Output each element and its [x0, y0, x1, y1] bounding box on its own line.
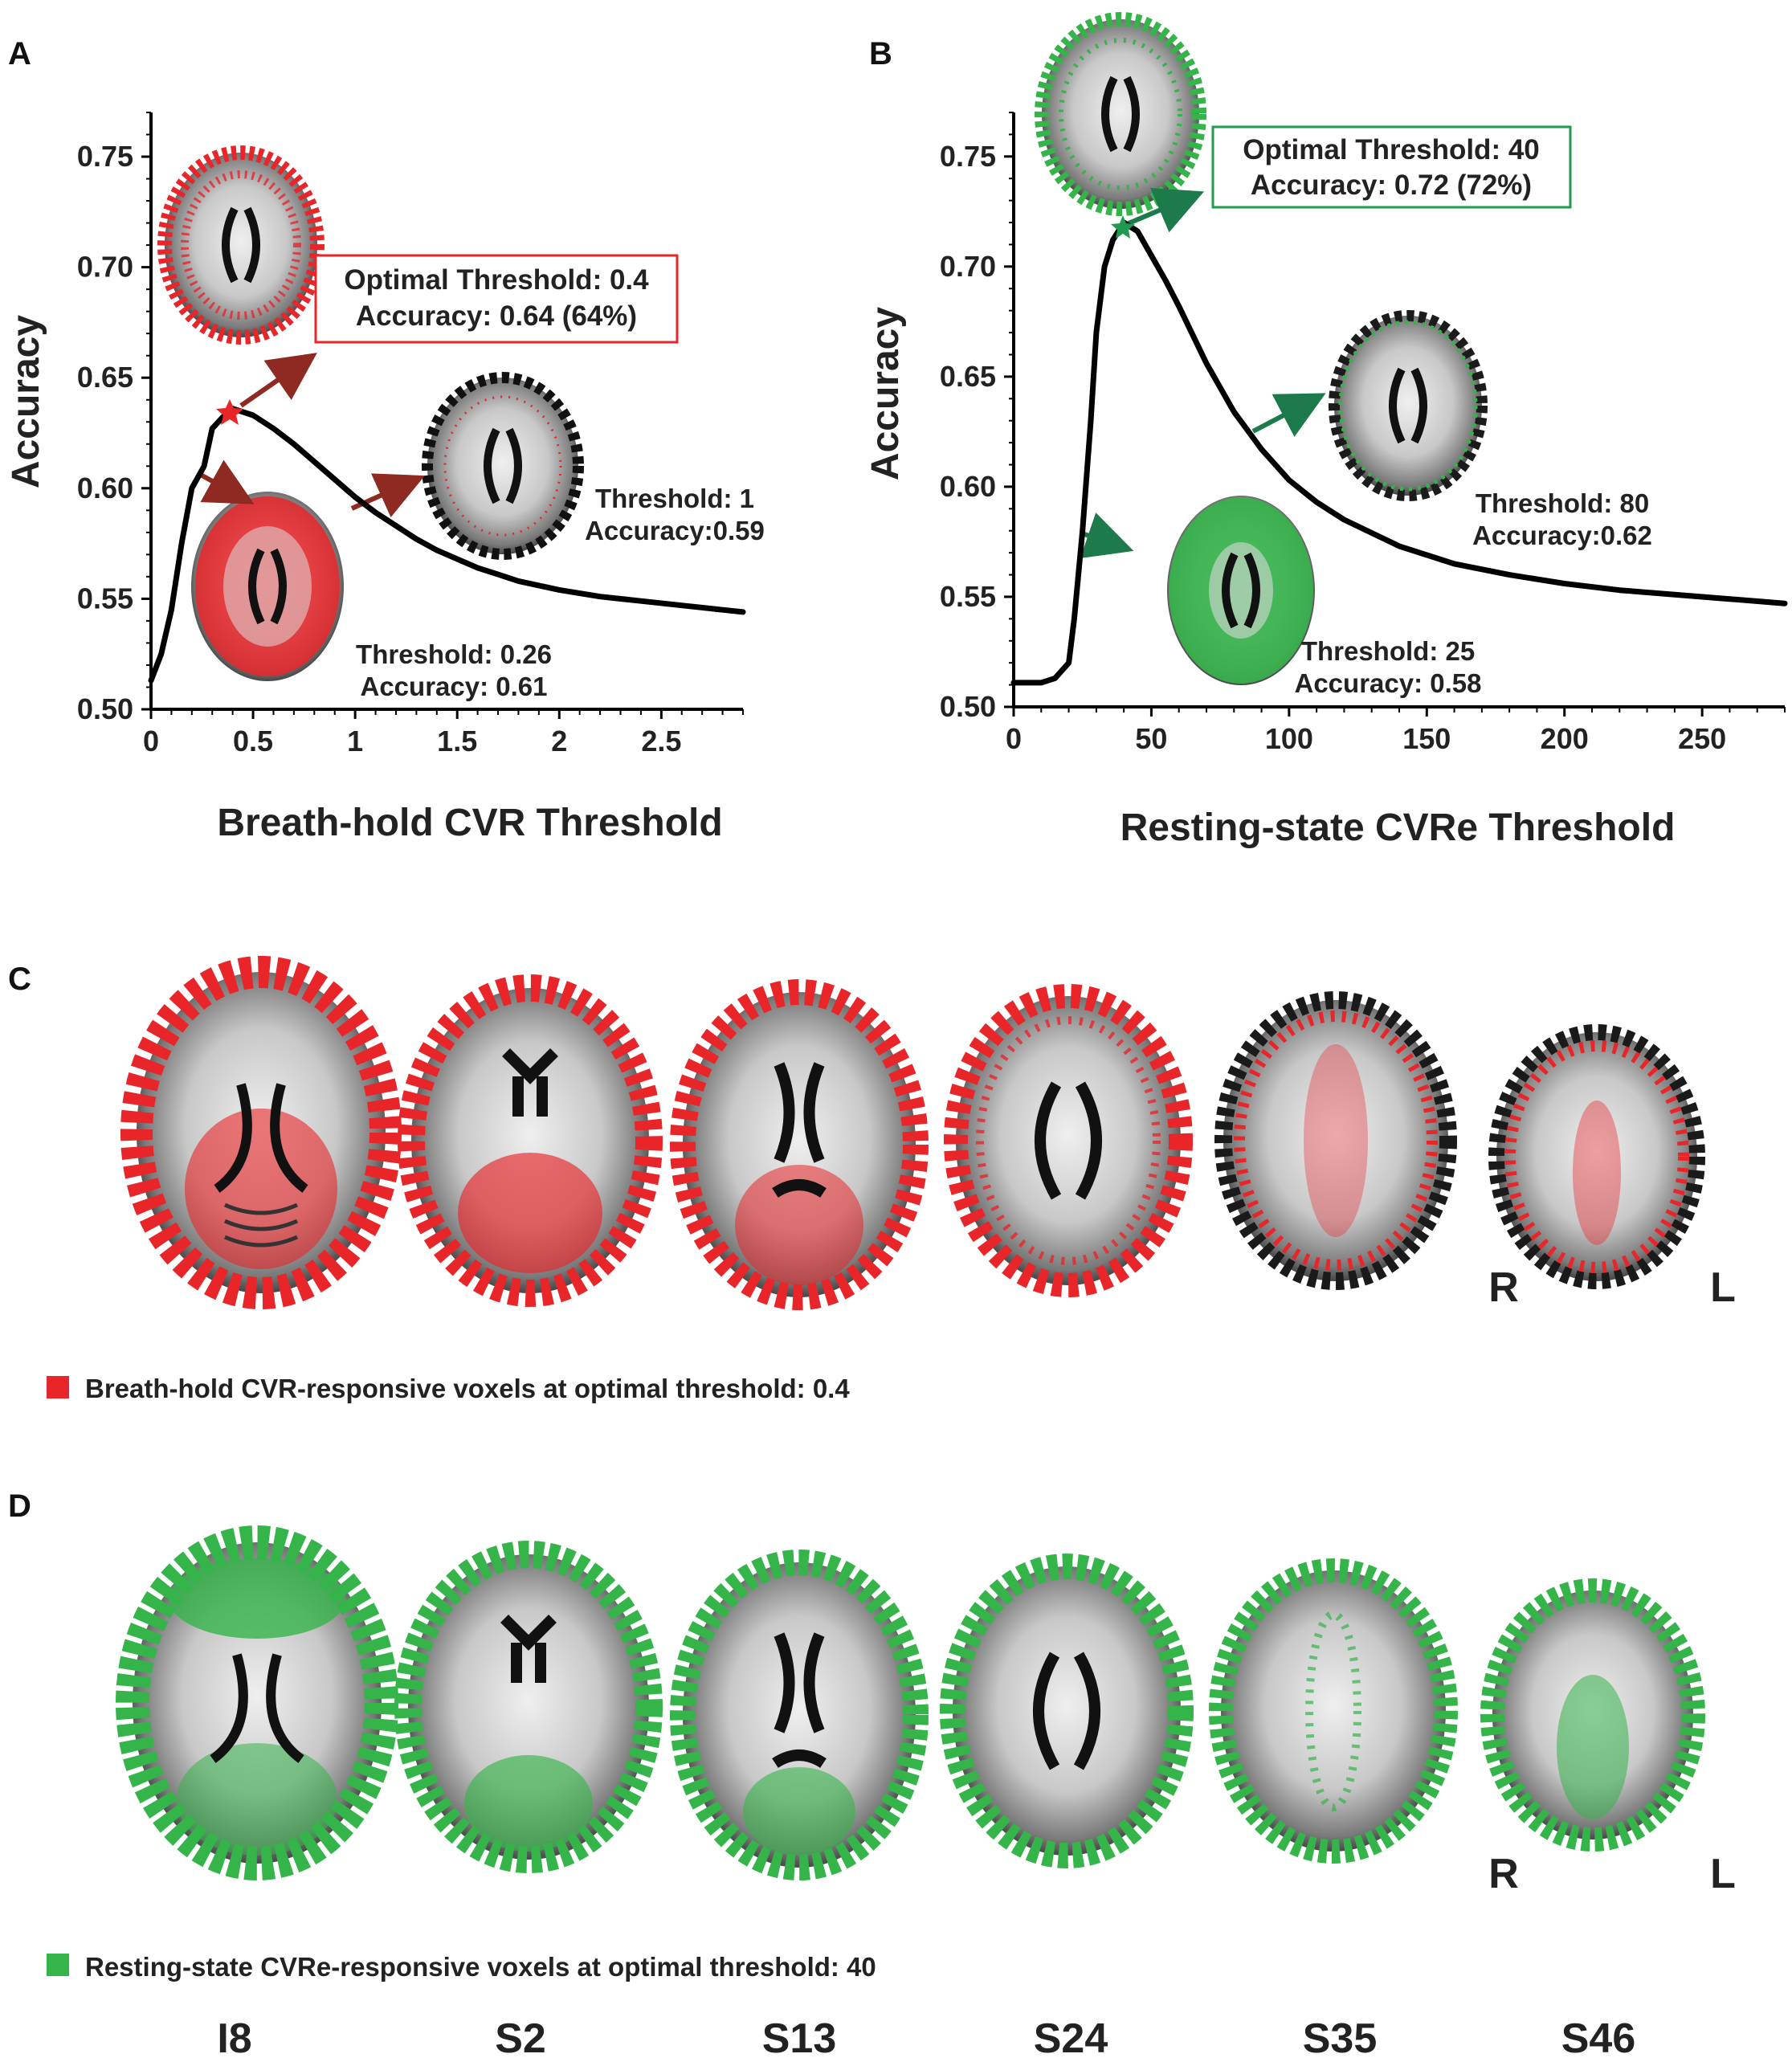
- chart-b-y-axis-title: Accuracy: [864, 307, 907, 480]
- chartB-x-tick-label: 50: [1135, 722, 1167, 755]
- legend-swatch-resting-state: [47, 1954, 69, 1976]
- slice-row-breath-hold: R L Breath-hold CVR-responsive voxels at…: [47, 956, 1736, 1403]
- panel-letter-d: D: [8, 1488, 31, 1524]
- brain-slice-d-s24: [940, 1554, 1194, 1868]
- chart-b-ticks: 0.50 0.55 0.60 0.65 0.70 0.75 0 50 100 150 200 250: [940, 112, 1786, 755]
- orientation-left-d: L: [1710, 1851, 1736, 1897]
- chartB-y-tick-label: 0.65: [940, 360, 996, 393]
- threshold-026-accuracy: Accuracy: 0.61: [361, 672, 548, 701]
- slice-label-s2: S2: [495, 2015, 546, 2062]
- threshold-1-accuracy: Accuracy:0.59: [585, 516, 765, 545]
- optimal-box-b: [1211, 125, 1572, 209]
- brain-slice-d-s2: [394, 1541, 663, 1873]
- orientation-right-d: R: [1488, 1851, 1519, 1897]
- optimal-star-b: [1111, 215, 1135, 239]
- chart-a-series: [148, 406, 746, 684]
- threshold-80-accuracy: Accuracy:0.62: [1472, 521, 1652, 550]
- chartA-y-tick-label: 0.65: [77, 361, 133, 394]
- slice-label-s24: S24: [1034, 2015, 1108, 2062]
- slice-label-i8: I8: [217, 2015, 251, 2062]
- brain-thumbnail-optimal-b: [1035, 12, 1206, 216]
- chartB-x-tick-label: 0: [1006, 722, 1022, 755]
- optimal-text-b-line1: Optimal Threshold: 40: [1243, 134, 1540, 165]
- optimal-text-a-line2: Accuracy: 0.64 (64%): [356, 300, 637, 332]
- chartA-x-tick-label: 0: [143, 725, 159, 757]
- chartB-y-tick-label: 0.55: [940, 580, 996, 613]
- brain-thumbnail-threshold-80: [1329, 310, 1488, 501]
- threshold-026-label: Threshold: 0.26: [356, 639, 552, 669]
- slice-label-s46: S46: [1561, 2015, 1636, 2062]
- threshold-25-accuracy: Accuracy: 0.58: [1295, 668, 1482, 698]
- chart-a-x-axis-title: Breath-hold CVR Threshold: [217, 802, 722, 844]
- chart-b: 0.500.550.600.650.700.750 50 100 150 200 250 …: [864, 12, 1788, 849]
- chart-b-x-axis-title: Resting-state CVRe Threshold: [1121, 806, 1676, 849]
- chart-a: 0.50 0.55 0.60 0.65 0.70 0.75 0 0.5 1 1.5 2 2.5 Opt…: [5, 112, 765, 844]
- chart-a-axes: [149, 112, 743, 711]
- panel-letter-b: B: [869, 36, 892, 71]
- arrow-optimal-a: [239, 353, 317, 408]
- chartA-y-tick-label: 0.50: [77, 692, 133, 725]
- brain-slice-d-s46: [1480, 1578, 1705, 1852]
- chartA-x-tick-label: 2.5: [641, 725, 681, 757]
- arrow-threshold-026: [198, 459, 255, 504]
- brain-slice-d-s35: [1209, 1558, 1458, 1864]
- chartA-series-line-0: [148, 406, 746, 684]
- slice-label-s13: S13: [762, 2015, 837, 2062]
- brain-thumbnail-threshold-25: [1167, 496, 1315, 685]
- orientation-right-c: R: [1488, 1264, 1519, 1311]
- brain-slice-c-s13: [670, 979, 929, 1310]
- brain-slice-c-s35: [1214, 991, 1457, 1290]
- brain-thumbnail-threshold-1: [422, 372, 584, 560]
- threshold-80-label: Threshold: 80: [1476, 488, 1649, 518]
- chartA-y-tick-label: 0.75: [77, 140, 133, 173]
- optimal-star-a: [216, 399, 243, 425]
- brain-slice-c-s46: [1488, 1024, 1705, 1289]
- orientation-left-c: L: [1710, 1264, 1736, 1311]
- chartA-x-tick-label: 0.5: [233, 725, 273, 757]
- brain-slice-c-i8: [120, 956, 402, 1309]
- threshold-1-label: Threshold: 1: [595, 484, 754, 513]
- panel-letter-c: C: [8, 962, 31, 997]
- chartB-x-tick-label: 150: [1402, 722, 1451, 755]
- optimal-box-a: [314, 254, 679, 344]
- slice-row-resting-state: R L Resting-state CVRe-responsive voxels…: [47, 1525, 1736, 1982]
- arrow-optimal-b: [1127, 188, 1205, 233]
- chartB-x-tick-label: 200: [1541, 722, 1589, 755]
- panel-letter-a: A: [8, 36, 31, 71]
- brain-slice-c-s2: [398, 974, 663, 1307]
- chartA-y-tick-label: 0.60: [77, 472, 133, 504]
- slice-labels: I8 S2 S13 S24 S35 S46: [217, 2015, 1635, 2062]
- slice-label-s35: S35: [1303, 2015, 1378, 2062]
- chartA-y-tick-label: 0.55: [77, 582, 133, 615]
- arrow-threshold-25: [1080, 512, 1134, 558]
- chart-b-series: [1010, 219, 1788, 686]
- chartA-x-tick-label: 1: [347, 725, 363, 757]
- chartA-x-tick-label: 2: [551, 725, 567, 757]
- chartB-y-tick-label: 0.50: [940, 690, 996, 723]
- brain-thumbnail-threshold-026: [191, 492, 344, 681]
- legend-resting-state: Resting-state CVRe-responsive voxels at …: [85, 1952, 876, 1982]
- chartB-y-tick-label: 0.75: [940, 140, 996, 173]
- brain-slice-c-s24: [944, 984, 1193, 1297]
- legend-swatch-breath-hold: [47, 1376, 69, 1398]
- legend-breath-hold: Breath-hold CVR-responsive voxels at opt…: [85, 1374, 850, 1403]
- arrow-threshold-80: [1251, 393, 1326, 437]
- threshold-25-label: Threshold: 25: [1301, 636, 1475, 666]
- brain-slice-d-s13: [670, 1550, 929, 1880]
- chart-a-ticks: 0.50 0.55 0.60 0.65 0.70 0.75 0 0.5 1 1.5 2 2.5: [77, 112, 744, 757]
- optimal-text-b-line2: Accuracy: 0.72 (72%): [1251, 169, 1532, 201]
- chart-a-y-axis-title: Accuracy: [5, 315, 47, 488]
- chartB-x-tick-label: 250: [1678, 722, 1726, 755]
- brain-thumbnail-optimal-a: [157, 145, 325, 345]
- chartB-y-tick-label: 0.70: [940, 250, 996, 283]
- chartB-y-tick-label: 0.60: [940, 470, 996, 503]
- chartB-series-line-0: [1010, 219, 1788, 686]
- optimal-text-a-line1: Optimal Threshold: 0.4: [344, 264, 649, 296]
- brain-slice-d-i8: [116, 1525, 398, 1880]
- chartA-x-tick-label: 1.5: [437, 725, 477, 757]
- chartA-y-tick-label: 0.70: [77, 251, 133, 284]
- chartB-x-tick-label: 100: [1265, 722, 1313, 755]
